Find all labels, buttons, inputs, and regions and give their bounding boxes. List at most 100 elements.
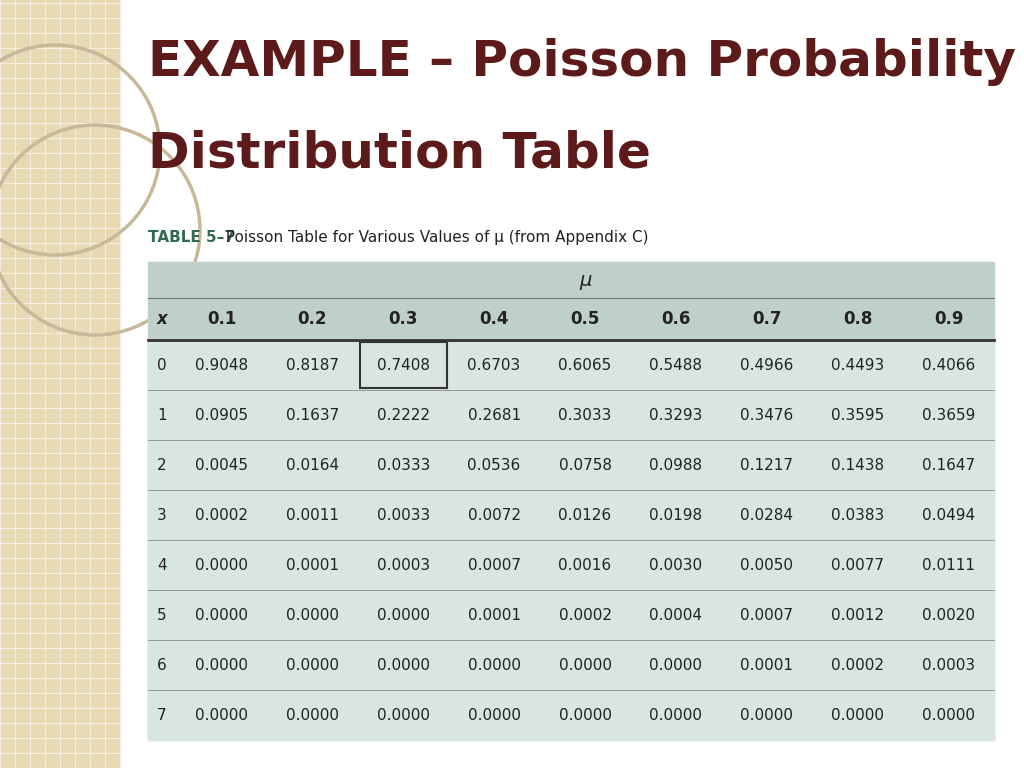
Text: 0.6065: 0.6065: [558, 357, 611, 372]
Text: 0.1637: 0.1637: [286, 408, 339, 422]
Text: 0.3476: 0.3476: [740, 408, 794, 422]
Text: 0.0284: 0.0284: [740, 508, 794, 522]
Text: 0.0000: 0.0000: [558, 707, 611, 723]
Text: 0.9: 0.9: [934, 310, 964, 328]
Text: Poisson Table for Various Values of μ (from Appendix C): Poisson Table for Various Values of μ (f…: [216, 230, 648, 245]
Text: 0.0030: 0.0030: [649, 558, 702, 572]
Bar: [148, 640, 994, 690]
Text: 0.0000: 0.0000: [195, 707, 248, 723]
Text: 0.3595: 0.3595: [831, 408, 885, 422]
Text: 4: 4: [158, 558, 167, 572]
Text: 0.0000: 0.0000: [468, 657, 520, 673]
Text: 0.0016: 0.0016: [558, 558, 611, 572]
Text: 0.0000: 0.0000: [468, 707, 520, 723]
Text: 0.0011: 0.0011: [286, 508, 339, 522]
Text: 3: 3: [157, 508, 167, 522]
Text: 0.0002: 0.0002: [195, 508, 248, 522]
Text: 0.2: 0.2: [298, 310, 327, 328]
Text: 0.0000: 0.0000: [922, 707, 975, 723]
Bar: [148, 590, 994, 640]
Text: 0.0333: 0.0333: [377, 458, 430, 472]
Text: 0.0004: 0.0004: [649, 607, 702, 623]
Text: 0.1217: 0.1217: [740, 458, 794, 472]
Text: EXAMPLE – Poisson Probability: EXAMPLE – Poisson Probability: [148, 38, 1016, 86]
Text: 0.0012: 0.0012: [831, 607, 884, 623]
Text: 0.6703: 0.6703: [468, 357, 521, 372]
Text: 0.6: 0.6: [662, 310, 690, 328]
Text: 0.0000: 0.0000: [377, 707, 430, 723]
Text: 0.0001: 0.0001: [468, 607, 520, 623]
Text: 0.4966: 0.4966: [740, 357, 794, 372]
Text: 0.3659: 0.3659: [922, 408, 975, 422]
Text: 6: 6: [157, 657, 167, 673]
Bar: [148, 390, 994, 440]
Text: 0.1: 0.1: [207, 310, 237, 328]
Bar: [148, 340, 994, 390]
Text: 0.8187: 0.8187: [286, 357, 339, 372]
Text: 0.0002: 0.0002: [558, 607, 611, 623]
Text: 0.0000: 0.0000: [195, 607, 248, 623]
Text: 0.0077: 0.0077: [831, 558, 884, 572]
Text: 0: 0: [158, 357, 167, 372]
Text: 0.0000: 0.0000: [558, 657, 611, 673]
Text: 0.0905: 0.0905: [195, 408, 248, 422]
Text: 0.0020: 0.0020: [922, 607, 975, 623]
Text: 0.8: 0.8: [843, 310, 872, 328]
Text: 0.3293: 0.3293: [649, 408, 702, 422]
Text: x: x: [157, 310, 167, 328]
Text: 0.0536: 0.0536: [468, 458, 521, 472]
Text: 1: 1: [158, 408, 167, 422]
Text: 0.0000: 0.0000: [649, 657, 702, 673]
Text: 0.0002: 0.0002: [831, 657, 884, 673]
Text: 0.0001: 0.0001: [740, 657, 794, 673]
Text: 0.0000: 0.0000: [195, 657, 248, 673]
Text: 0.2681: 0.2681: [468, 408, 520, 422]
Bar: [359, 342, 446, 388]
Text: 0.0111: 0.0111: [922, 558, 975, 572]
Bar: [148, 690, 994, 740]
Text: 0.7408: 0.7408: [377, 357, 430, 372]
Bar: [148, 490, 994, 540]
Text: 0.5: 0.5: [570, 310, 600, 328]
Text: 0.0072: 0.0072: [468, 508, 520, 522]
Text: 7: 7: [158, 707, 167, 723]
Bar: [148, 262, 994, 740]
Text: 0.0001: 0.0001: [286, 558, 339, 572]
Text: 0.0383: 0.0383: [831, 508, 885, 522]
Text: 0.0000: 0.0000: [286, 707, 339, 723]
Bar: [148, 440, 994, 490]
Text: 0.4: 0.4: [479, 310, 509, 328]
Text: 0.0000: 0.0000: [377, 657, 430, 673]
Text: 0.0000: 0.0000: [740, 707, 794, 723]
Text: 0.4066: 0.4066: [922, 357, 975, 372]
Text: 0.0198: 0.0198: [649, 508, 702, 522]
Text: 0.3033: 0.3033: [558, 408, 611, 422]
Text: 0.0000: 0.0000: [286, 607, 339, 623]
Text: 0.3: 0.3: [388, 310, 418, 328]
Text: 0.0164: 0.0164: [286, 458, 339, 472]
Text: 0.0045: 0.0045: [195, 458, 248, 472]
Text: 0.0494: 0.0494: [922, 508, 975, 522]
Text: 0.9048: 0.9048: [195, 357, 248, 372]
Text: 0.5488: 0.5488: [649, 357, 702, 372]
Text: 0.0126: 0.0126: [558, 508, 611, 522]
Text: 0.0003: 0.0003: [922, 657, 975, 673]
Text: TABLE 5–7: TABLE 5–7: [148, 230, 234, 245]
Text: 2: 2: [158, 458, 167, 472]
Text: 0.4493: 0.4493: [831, 357, 885, 372]
Bar: [0, 0, 120, 768]
Text: 5: 5: [158, 607, 167, 623]
Text: 0.0000: 0.0000: [649, 707, 702, 723]
Text: 0.0033: 0.0033: [377, 508, 430, 522]
Text: 0.0758: 0.0758: [558, 458, 611, 472]
Text: Distribution Table: Distribution Table: [148, 130, 651, 178]
Text: 0.0988: 0.0988: [649, 458, 702, 472]
Text: 0.0000: 0.0000: [377, 607, 430, 623]
Bar: [148, 540, 994, 590]
Text: μ: μ: [579, 270, 591, 290]
Text: 0.1438: 0.1438: [831, 458, 885, 472]
Text: 0.0000: 0.0000: [286, 657, 339, 673]
Text: 0.7: 0.7: [752, 310, 781, 328]
Text: 0.0050: 0.0050: [740, 558, 794, 572]
Text: 0.0007: 0.0007: [740, 607, 794, 623]
